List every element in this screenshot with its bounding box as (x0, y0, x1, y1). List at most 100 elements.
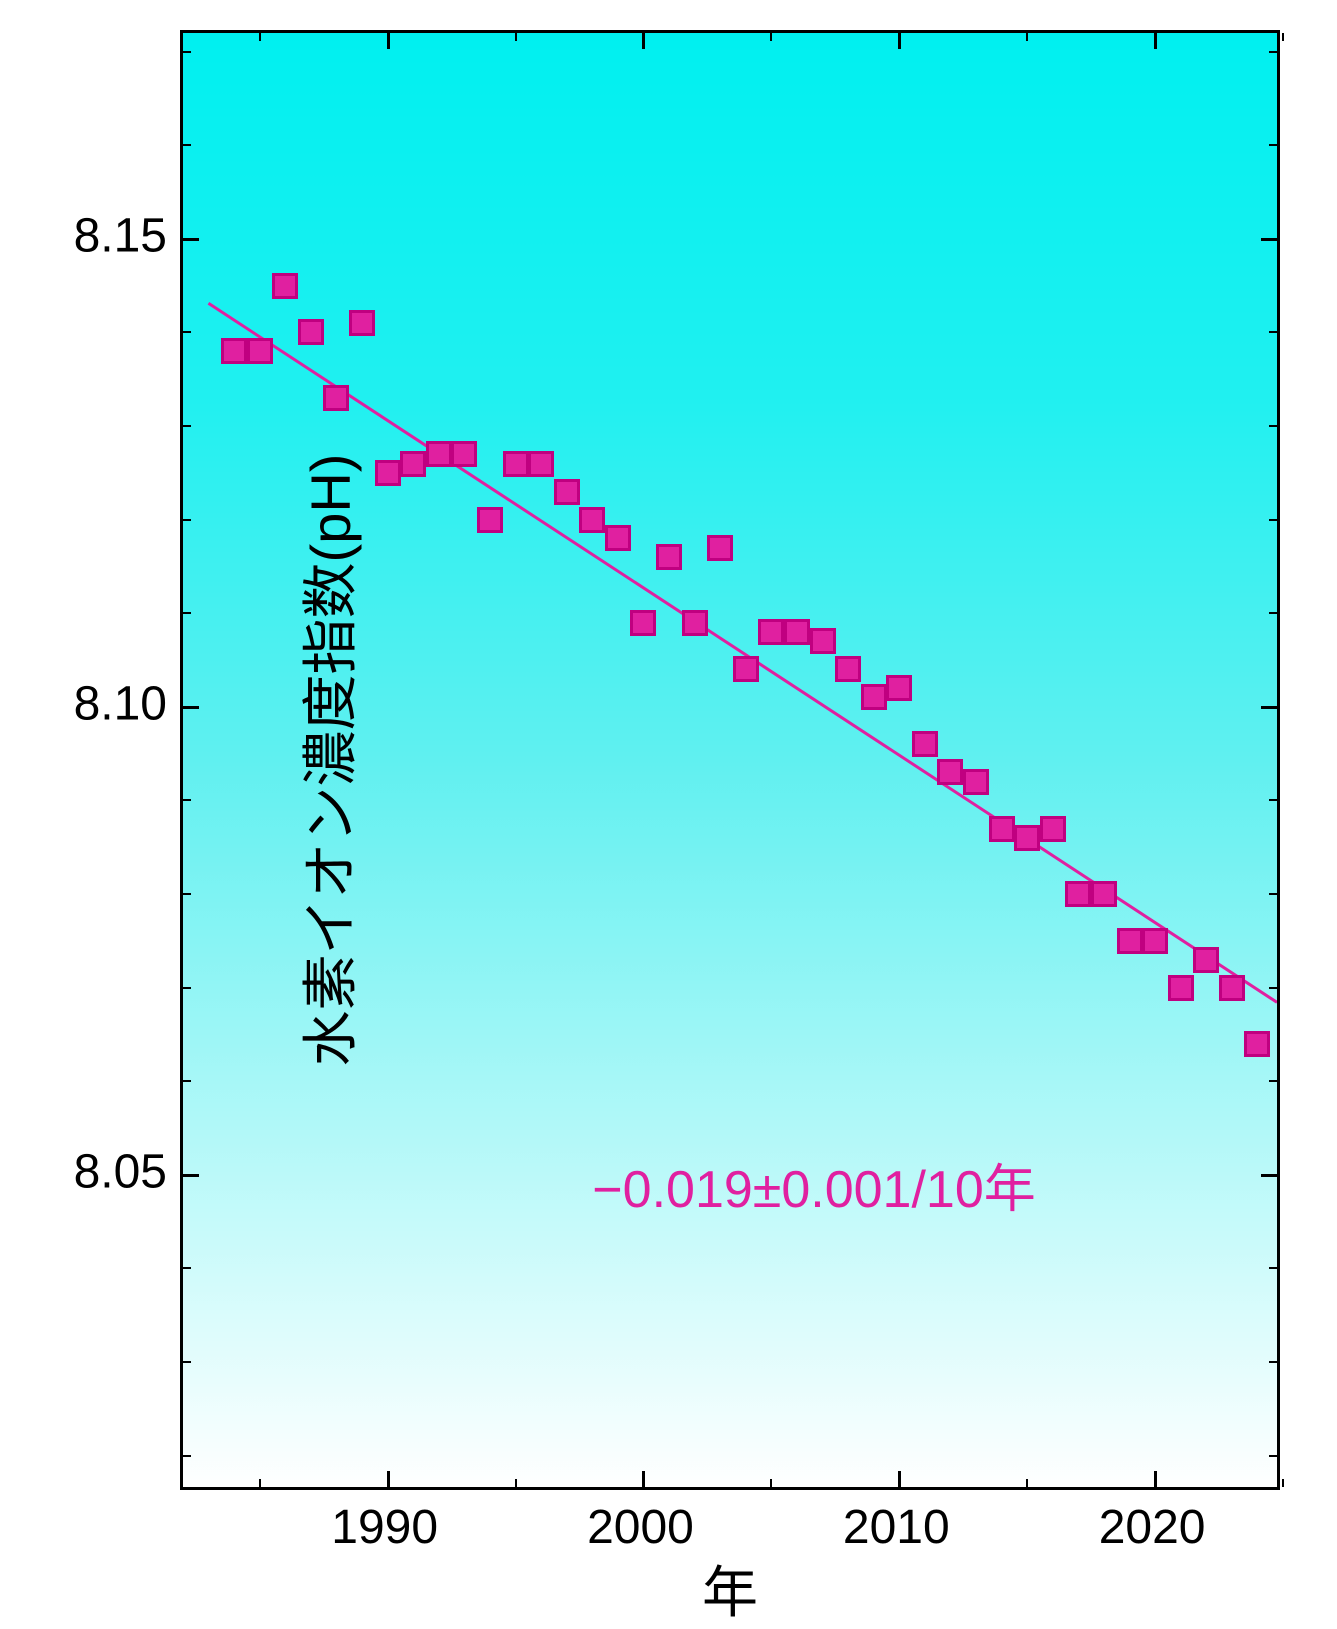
tick-mark-minor (1282, 33, 1284, 41)
tick-mark (898, 33, 901, 49)
scatter-point (1117, 928, 1143, 954)
tick-mark-minor (770, 1479, 772, 1487)
scatter-point (758, 619, 784, 645)
tick-mark-minor (259, 1479, 261, 1487)
tick-mark-minor (1269, 987, 1277, 989)
tick-mark (183, 706, 199, 709)
scatter-point (1142, 928, 1168, 954)
tick-mark-minor (515, 1479, 517, 1487)
scatter-point (835, 656, 861, 682)
tick-mark (183, 238, 199, 241)
scatter-point (630, 610, 656, 636)
scatter-point (349, 310, 375, 336)
tick-mark-minor (259, 33, 261, 41)
scatter-point (1244, 1031, 1270, 1057)
tick-mark-minor (1269, 893, 1277, 895)
scatter-point (503, 451, 529, 477)
scatter-point (605, 525, 631, 551)
scatter-point (451, 441, 477, 467)
tick-mark-minor (183, 425, 191, 427)
tick-mark-minor (1269, 612, 1277, 614)
tick-mark-minor (1269, 1267, 1277, 1269)
tick-mark-minor (1282, 1479, 1284, 1487)
tick-mark-minor (183, 519, 191, 521)
x-tick-label: 2010 (843, 1500, 950, 1555)
scatter-point (937, 759, 963, 785)
tick-mark-minor (183, 1080, 191, 1082)
scatter-point (272, 273, 298, 299)
trend-annotation: −0.019±0.001/10年 (592, 1147, 1035, 1222)
scatter-point (707, 535, 733, 561)
tick-mark-minor (515, 33, 517, 41)
tick-mark (183, 1174, 199, 1177)
y-axis-label: 水素イオン濃度指数(pH) (286, 454, 367, 1067)
scatter-point (426, 441, 452, 467)
scatter-point (323, 385, 349, 411)
tick-mark-minor (183, 987, 191, 989)
scatter-point (810, 628, 836, 654)
scatter-point (1091, 881, 1117, 907)
tick-mark-minor (1269, 144, 1277, 146)
tick-mark-minor (1026, 33, 1028, 41)
tick-mark (1154, 1471, 1157, 1487)
tick-mark-minor (183, 144, 191, 146)
scatter-point (298, 319, 324, 345)
y-tick-label: 8.05 (74, 1144, 167, 1199)
scatter-point (400, 451, 426, 477)
tick-mark (1261, 706, 1277, 709)
scatter-point (886, 675, 912, 701)
scatter-point (247, 338, 273, 364)
scatter-point (579, 507, 605, 533)
tick-mark (642, 33, 645, 49)
tick-mark-minor (1269, 51, 1277, 53)
scatter-point (784, 619, 810, 645)
scatter-point (554, 479, 580, 505)
scatter-point (477, 507, 503, 533)
scatter-point (221, 338, 247, 364)
tick-mark (1261, 1174, 1277, 1177)
x-tick-label: 2020 (1099, 1500, 1206, 1555)
scatter-point (861, 684, 887, 710)
scatter-point (963, 769, 989, 795)
scatter-point (656, 544, 682, 570)
scatter-point (989, 816, 1015, 842)
tick-mark-minor (183, 1267, 191, 1269)
tick-mark-minor (1269, 799, 1277, 801)
tick-mark-minor (770, 33, 772, 41)
scatter-point (1168, 975, 1194, 1001)
tick-mark-minor (183, 331, 191, 333)
tick-mark-minor (1269, 519, 1277, 521)
tick-mark-minor (1269, 1361, 1277, 1363)
tick-mark (898, 1471, 901, 1487)
tick-mark (1261, 238, 1277, 241)
scatter-point (1065, 881, 1091, 907)
tick-mark (642, 1471, 645, 1487)
x-tick-label: 1990 (331, 1500, 438, 1555)
scatter-point (733, 656, 759, 682)
scatter-point (1014, 825, 1040, 851)
scatter-point (912, 731, 938, 757)
tick-mark (387, 1471, 390, 1487)
y-tick-label: 8.10 (74, 676, 167, 731)
scatter-point (1193, 947, 1219, 973)
tick-mark-minor (183, 612, 191, 614)
tick-mark-minor (183, 1455, 191, 1457)
tick-mark-minor (183, 799, 191, 801)
tick-mark-minor (183, 1361, 191, 1363)
y-tick-label: 8.15 (74, 208, 167, 263)
scatter-point (528, 451, 554, 477)
tick-mark-minor (183, 893, 191, 895)
scatter-point (1040, 816, 1066, 842)
x-tick-label: 2000 (587, 1500, 694, 1555)
tick-mark-minor (1269, 1455, 1277, 1457)
tick-mark-minor (1026, 1479, 1028, 1487)
tick-mark (387, 33, 390, 49)
tick-mark-minor (1269, 1080, 1277, 1082)
tick-mark-minor (183, 51, 191, 53)
tick-mark-minor (1269, 425, 1277, 427)
scatter-point (1219, 975, 1245, 1001)
tick-mark-minor (1269, 331, 1277, 333)
tick-mark (1154, 33, 1157, 49)
scatter-point (375, 460, 401, 486)
x-axis-label: 年 (702, 1548, 758, 1629)
